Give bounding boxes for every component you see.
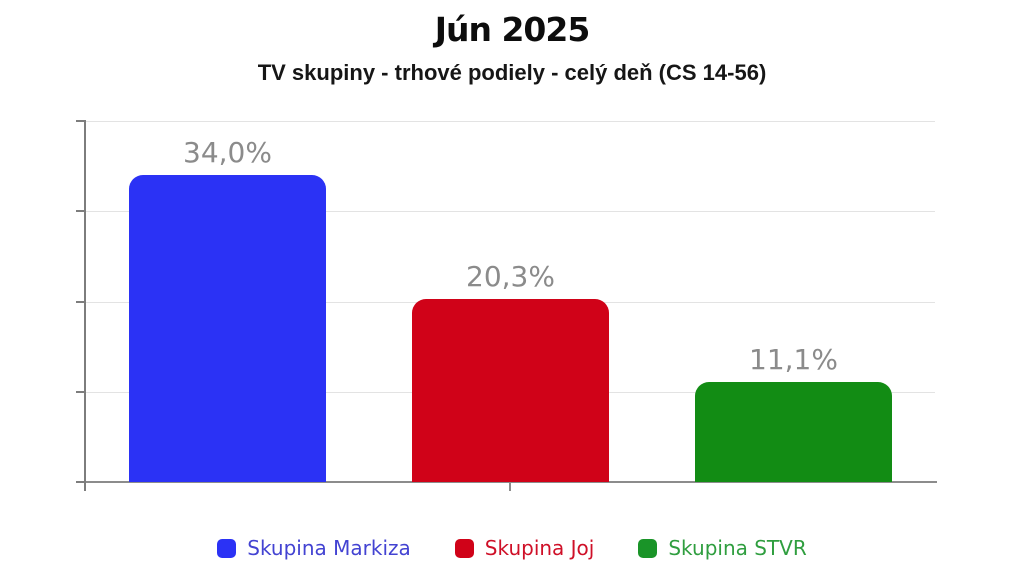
chart-subtitle: TV skupiny - trhové podiely - celý deň (… <box>257 60 767 85</box>
bar-skupina-markiza[interactable] <box>129 175 326 482</box>
x-axis-line <box>84 481 937 483</box>
gridline <box>86 211 935 213</box>
legend-swatch-skupina-stvr <box>638 538 658 558</box>
plot-area: 34,0% 20,3% 11,1% <box>76 120 937 491</box>
bar-value-label: 34,0% <box>183 136 272 170</box>
y-axis-line <box>84 121 86 491</box>
y-axis-tick <box>76 390 86 393</box>
legend-item-skupina-stvr[interactable]: Skupina STVR <box>638 536 807 560</box>
legend-swatch-skupina-joj <box>454 538 474 558</box>
legend-swatch-skupina-markiza <box>217 538 237 558</box>
legend-label-skupina-markiza: Skupina Markiza <box>247 536 411 560</box>
gridline <box>86 121 935 122</box>
bar-group-skupina-markiza: 34,0% <box>129 121 326 482</box>
legend: Skupina Markiza Skupina Joj Skupina STVR <box>0 538 1024 558</box>
bar-skupina-stvr[interactable] <box>695 381 892 482</box>
legend-item-skupina-markiza[interactable]: Skupina Markiza <box>217 538 411 558</box>
y-axis-tick <box>76 481 86 483</box>
bar-skupina-joj[interactable] <box>412 298 609 482</box>
bar-group-skupina-stvr: 11,1% <box>695 121 892 482</box>
y-axis-tick <box>76 120 86 122</box>
legend-label-skupina-joj: Skupina Joj <box>484 536 595 560</box>
bar-group-skupina-joj: 20,3% <box>412 121 609 482</box>
y-axis-tick <box>76 210 86 213</box>
bar-value-label: 11,1% <box>749 342 838 376</box>
chart-title: Jún 2025 <box>434 10 591 49</box>
bar-value-label: 20,3% <box>466 259 555 293</box>
x-axis-tick <box>509 483 511 491</box>
legend-label-skupina-stvr: Skupina STVR <box>668 536 807 560</box>
y-axis-tick <box>76 300 86 303</box>
legend-item-skupina-joj[interactable]: Skupina Joj <box>454 536 595 560</box>
